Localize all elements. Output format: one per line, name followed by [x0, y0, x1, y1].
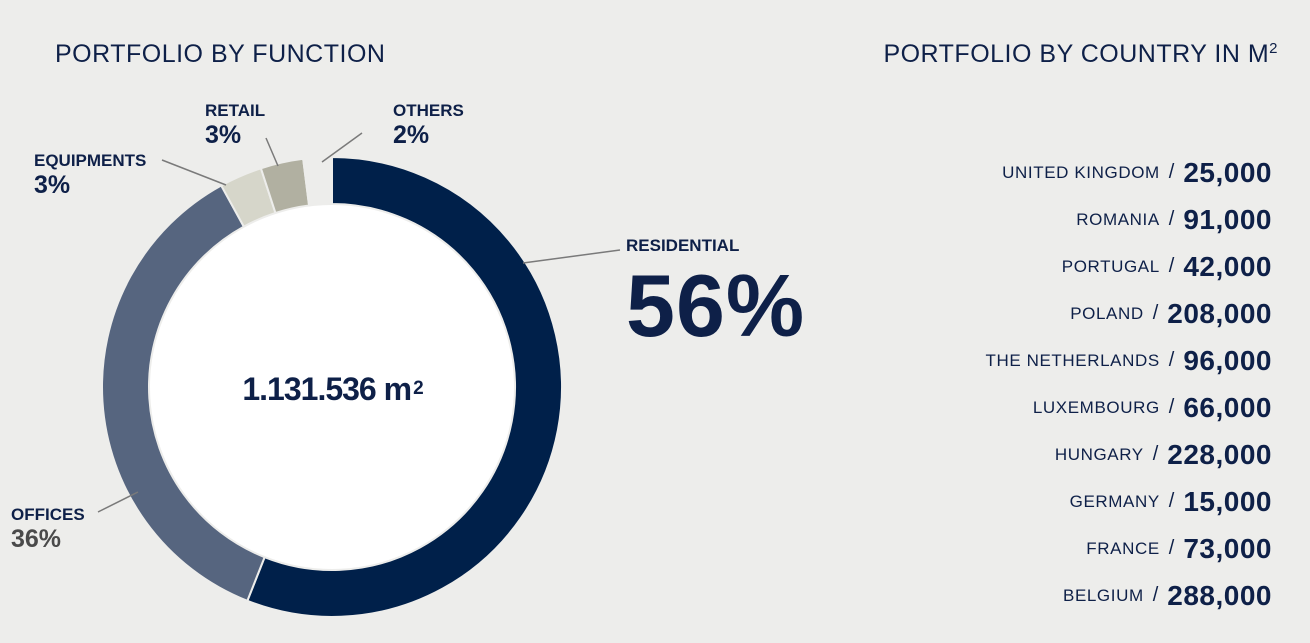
country-area-value: 66,000 [1183, 391, 1272, 423]
offices-leader-line [97, 491, 139, 513]
country-name: HUNGARY [1054, 444, 1144, 464]
country-row: PORTUGAL / 42,000 [985, 243, 1272, 290]
others-leader-line [321, 132, 363, 163]
country-name: UNITED KINGDOM [1002, 162, 1160, 182]
country-table-title-superscript: 2 [1269, 40, 1278, 57]
country-table-title: PORTFOLIO BY COUNTRY IN M2 [883, 40, 1278, 69]
slice-name-offices: OFFICES [11, 505, 85, 524]
country-separator: / [1152, 584, 1159, 606]
slice-percent-others: 2% [393, 121, 430, 149]
slice-label-equipments: EQUIPMENTS 3% [34, 152, 146, 198]
country-row: GERMANY / 15,000 [985, 478, 1272, 525]
country-row: ROMANIA / 91,000 [985, 196, 1272, 243]
country-name: ROMANIA [1076, 209, 1160, 229]
leader-lines [97, 132, 621, 513]
country-area-value: 228,000 [1167, 438, 1272, 470]
slice-label-residential: RESIDENTIAL 56% [626, 237, 805, 350]
donut-slice-offices [101, 184, 266, 603]
country-area-value: 25,000 [1183, 156, 1272, 188]
donut-slice-others [302, 155, 333, 207]
country-name: GERMANY [1069, 491, 1160, 511]
country-separator: / [1168, 396, 1175, 418]
country-separator: / [1168, 208, 1175, 230]
country-area-value: 91,000 [1183, 203, 1272, 235]
country-separator: / [1168, 161, 1175, 183]
retail-leader-line [265, 137, 279, 167]
country-name: THE NETHERLANDS [985, 350, 1160, 370]
country-separator: / [1168, 349, 1175, 371]
country-separator: / [1152, 302, 1159, 324]
country-separator: / [1168, 255, 1175, 277]
country-area-value: 96,000 [1183, 344, 1272, 376]
slice-name-others: OTHERS [393, 101, 464, 120]
country-name: BELGIUM [1063, 585, 1144, 605]
slice-name-retail: RETAIL [205, 101, 266, 120]
country-area-value: 15,000 [1183, 485, 1272, 517]
country-row: UNITED KINGDOM / 25,000 [985, 149, 1272, 196]
country-row: FRANCE / 73,000 [985, 525, 1272, 572]
country-name: PORTUGAL [1061, 256, 1160, 276]
total-area-value: 1.131.536 m [242, 370, 412, 407]
slice-percent-offices: 36% [11, 525, 62, 553]
country-name: POLAND [1070, 303, 1144, 323]
country-name: LUXEMBOURG [1032, 397, 1160, 417]
country-row: BELGIUM / 288,000 [985, 572, 1272, 619]
slice-percent-retail: 3% [205, 121, 242, 149]
slice-label-offices: OFFICES 36% [11, 506, 85, 552]
country-row: LUXEMBOURG / 66,000 [985, 384, 1272, 431]
country-row: THE NETHERLANDS / 96,000 [985, 337, 1272, 384]
equipments-leader-line [161, 159, 227, 186]
slice-name-residential: RESIDENTIAL [626, 236, 740, 255]
total-area-superscript: 2 [413, 378, 424, 399]
country-separator: / [1152, 443, 1159, 465]
country-area-value: 73,000 [1183, 532, 1272, 564]
slice-percent-equipments: 3% [34, 171, 71, 199]
residential-leader-line [522, 249, 621, 264]
country-area-list: UNITED KINGDOM / 25,000 ROMANIA / 91,000 PORTU… [985, 149, 1272, 619]
slice-label-others: OTHERS 2% [393, 102, 464, 148]
function-donut-chart [97, 132, 621, 618]
country-row: HUNGARY / 228,000 [985, 431, 1272, 478]
country-table-title-text: PORTFOLIO BY COUNTRY IN M [883, 40, 1270, 68]
country-separator: / [1168, 490, 1175, 512]
function-chart-title: PORTFOLIO BY FUNCTION [55, 40, 386, 68]
country-row: POLAND / 208,000 [985, 290, 1272, 337]
country-area-value: 42,000 [1183, 250, 1272, 282]
slice-percent-residential: 56% [626, 256, 806, 355]
country-area-value: 208,000 [1167, 297, 1272, 329]
country-name: FRANCE [1086, 538, 1160, 558]
slice-label-retail: RETAIL 3% [205, 102, 265, 148]
country-separator: / [1168, 537, 1175, 559]
country-area-value: 288,000 [1167, 579, 1272, 611]
donut-slice-residential [246, 155, 563, 618]
slice-name-equipments: EQUIPMENTS [34, 151, 147, 170]
